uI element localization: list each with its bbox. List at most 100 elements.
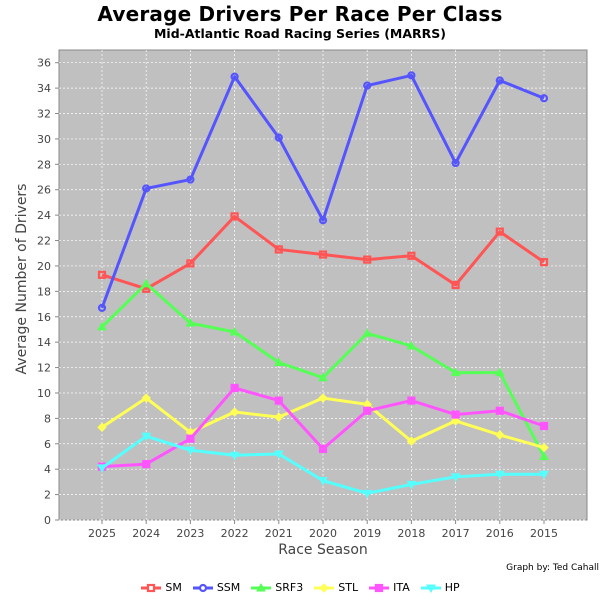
data-point-marker [318,250,328,259]
data-point-marker [185,318,196,327]
data-point-marker [141,432,152,442]
legend-label: SRF3 [275,581,304,594]
y-tick-label: 14 [37,336,51,349]
x-tick-label: 2021 [265,527,293,540]
data-point-marker [539,94,549,103]
data-point-marker [97,270,107,279]
legend-swatch [420,584,441,593]
x-tick-label: 2017 [442,527,470,540]
chart-title: Average Drivers Per Race Per Class [97,2,503,26]
y-tick-label: 28 [37,158,51,171]
legend-label: SSM [216,581,241,594]
legend-label: ITA [393,581,410,594]
data-point-marker [256,582,267,591]
y-axis-label: Average Number of Drivers [14,184,30,375]
data-point-marker [494,470,505,480]
data-point-marker [229,407,240,417]
data-point-marker [147,583,156,592]
data-point-marker [97,321,107,331]
y-tick-label: 4 [44,463,51,476]
data-point-marker [363,81,372,90]
x-axis-label: Race Season [278,542,368,558]
chart-legend: SM SSM SRF3 STL ITA HP [0,581,600,594]
legend-label: SM [165,581,182,594]
data-point-marker [274,396,283,405]
data-point-marker [198,583,207,592]
data-point-marker [141,393,151,403]
data-point-marker [407,396,416,405]
data-point-marker [495,76,504,85]
data-point-marker [229,326,240,336]
series-line-sm [101,214,545,291]
y-tick-label: 16 [37,311,51,324]
legend-swatch [192,583,213,592]
y-tick-label: 12 [37,362,51,375]
data-point-marker [318,216,328,225]
data-point-marker [97,303,107,312]
data-point-marker [273,357,284,366]
data-point-marker [185,446,196,456]
data-point-marker [374,583,384,592]
data-point-marker [539,258,549,267]
data-point-marker [451,410,460,419]
data-point-marker [142,460,151,469]
x-tick-label: 2015 [530,527,558,540]
legend-swatch [251,582,272,591]
legend-item-srf3: SRF3 [250,581,303,594]
y-tick-label: 18 [37,285,51,298]
data-point-marker [142,184,151,193]
legend-label: HP [444,581,460,594]
legend-item-hp: HP [420,581,460,594]
x-tick-label: 2025 [88,527,116,540]
data-point-marker [97,464,107,473]
x-tick-label: 2019 [353,527,381,540]
legend-swatch [314,582,335,593]
x-tick-label: 2020 [309,527,337,540]
data-point-marker [186,434,195,443]
data-point-marker [450,416,461,426]
legend-item-ssm: SSM [192,581,240,594]
data-point-marker [362,489,373,499]
data-point-marker [425,584,436,593]
data-point-marker [539,470,549,480]
data-point-marker [450,473,461,482]
y-tick-label: 30 [37,133,51,146]
x-tick-label: 2024 [132,527,160,540]
data-point-marker [319,582,329,593]
data-point-marker [495,227,504,236]
y-tick-label: 8 [44,412,51,425]
data-point-marker [406,480,417,490]
legend-swatch [141,583,162,592]
data-point-marker [451,158,460,168]
data-point-marker [539,442,549,453]
legend-item-sm: SM [140,581,182,594]
data-point-marker [362,328,373,337]
data-point-marker [274,133,283,142]
y-tick-label: 26 [37,184,51,197]
data-point-marker [318,477,328,486]
y-tick-label: 6 [44,438,51,451]
data-point-marker [186,175,195,184]
data-point-marker [406,436,417,446]
chart-subtitle: Mid-Atlantic Road Racing Series (MARRS) [153,26,447,41]
data-point-marker [274,412,284,422]
data-point-marker [407,251,416,260]
data-point-marker [273,450,284,459]
legend-item-ita: ITA [368,581,410,594]
y-tick-label: 32 [37,108,51,121]
data-point-marker [318,372,328,382]
data-point-marker [406,340,417,350]
series-line-ssm [100,73,545,309]
legend-item-stl: STL [313,581,358,594]
x-tick-label: 2016 [486,527,514,540]
y-tick-label: 2 [44,489,51,502]
y-tick-label: 20 [37,260,51,273]
x-tick-label: 2023 [176,527,204,540]
data-point-marker [363,406,372,415]
data-point-marker [451,280,460,290]
data-point-marker [141,278,152,288]
graph-credit: Graph by: Ted Cahall [506,563,599,573]
data-point-marker [318,393,328,403]
data-point-marker [407,71,416,80]
